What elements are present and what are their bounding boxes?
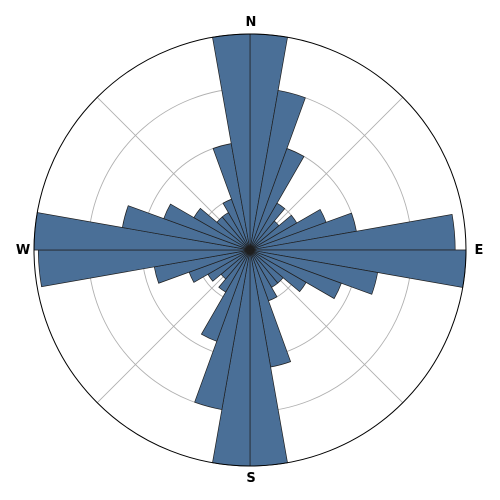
bars-layer [33,33,467,467]
label-west: W [16,243,30,258]
rose-bar-295 [163,203,251,251]
label-east: E [475,243,484,258]
outer-ring [33,33,467,467]
label-north: N [246,15,257,30]
rose-bar-125 [249,249,307,293]
label-south: S [246,471,255,486]
rose-bar-35 [249,202,286,251]
rose-bar-215 [218,249,251,293]
rose-bar-305 [193,207,251,251]
rose-bar-115 [249,249,342,300]
rose-bar-285 [121,205,251,251]
rose-bar-105 [249,249,379,295]
rose-bar-15 [249,90,306,251]
rose-bar-195 [194,249,251,410]
rose-bar-205 [200,249,251,342]
rose-bar-25 [249,148,305,251]
